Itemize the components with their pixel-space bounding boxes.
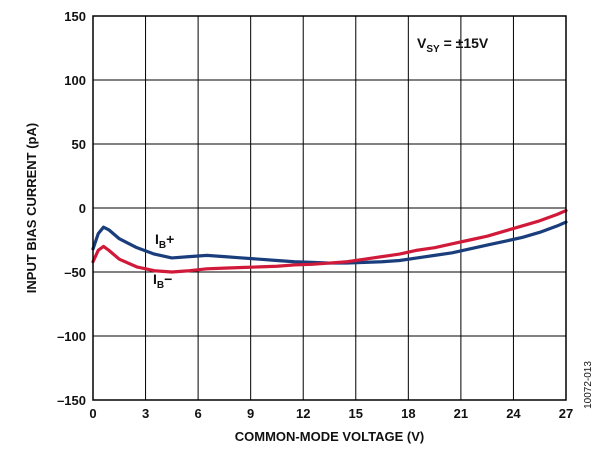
series-label-suffix: −	[164, 271, 172, 287]
x-axis-label: COMMON-MODE VOLTAGE (V)	[235, 429, 424, 444]
series-label-main: I	[155, 231, 159, 247]
x-tick-label: 6	[194, 406, 201, 421]
x-tick-label: 3	[142, 406, 149, 421]
y-axis-label: INPUT BIAS CURRENT (pA)	[24, 123, 39, 293]
series-line-ib-plus	[91, 220, 568, 265]
curves	[91, 208, 568, 274]
y-tick-label: 150	[64, 9, 86, 24]
y-tick-label: 100	[64, 73, 86, 88]
tick-labels: 0 3 6 9 12 15 18 21 24 27 150 100 50 0 –50 –100 –150	[57, 9, 573, 421]
figure-id: 10072-013	[583, 361, 594, 409]
y-tick-label: 0	[79, 201, 86, 216]
x-tick-label: 15	[349, 406, 363, 421]
x-tick-label: 0	[89, 406, 96, 421]
x-tick-label: 12	[296, 406, 310, 421]
y-tick-label: –100	[57, 329, 86, 344]
x-tick-label: 21	[454, 406, 468, 421]
x-tick-label: 27	[559, 406, 573, 421]
series-line-ib-minus	[91, 208, 568, 274]
y-tick-label: 50	[72, 137, 86, 152]
series-label-ib-plus: IB+	[155, 231, 174, 251]
plot-frame	[92, 15, 567, 401]
y-tick-label: –50	[64, 265, 86, 280]
grid	[93, 16, 566, 400]
series-label-ib-minus: IB−	[153, 271, 172, 291]
x-tick-label: 9	[247, 406, 254, 421]
annotation-rest: = ±15V	[440, 35, 489, 51]
series-label-subscript: B	[159, 240, 166, 251]
series-label-main: I	[153, 271, 157, 287]
annotation-subscript: SY	[426, 44, 440, 55]
x-tick-label: 18	[401, 406, 415, 421]
x-tick-label: 24	[506, 406, 521, 421]
annotation-main: V	[417, 35, 427, 51]
series-label-subscript: B	[157, 280, 164, 291]
series-label-suffix: +	[166, 231, 174, 247]
y-tick-label: –150	[57, 393, 86, 408]
supply-voltage-annotation: VSY = ±15V	[417, 35, 489, 55]
